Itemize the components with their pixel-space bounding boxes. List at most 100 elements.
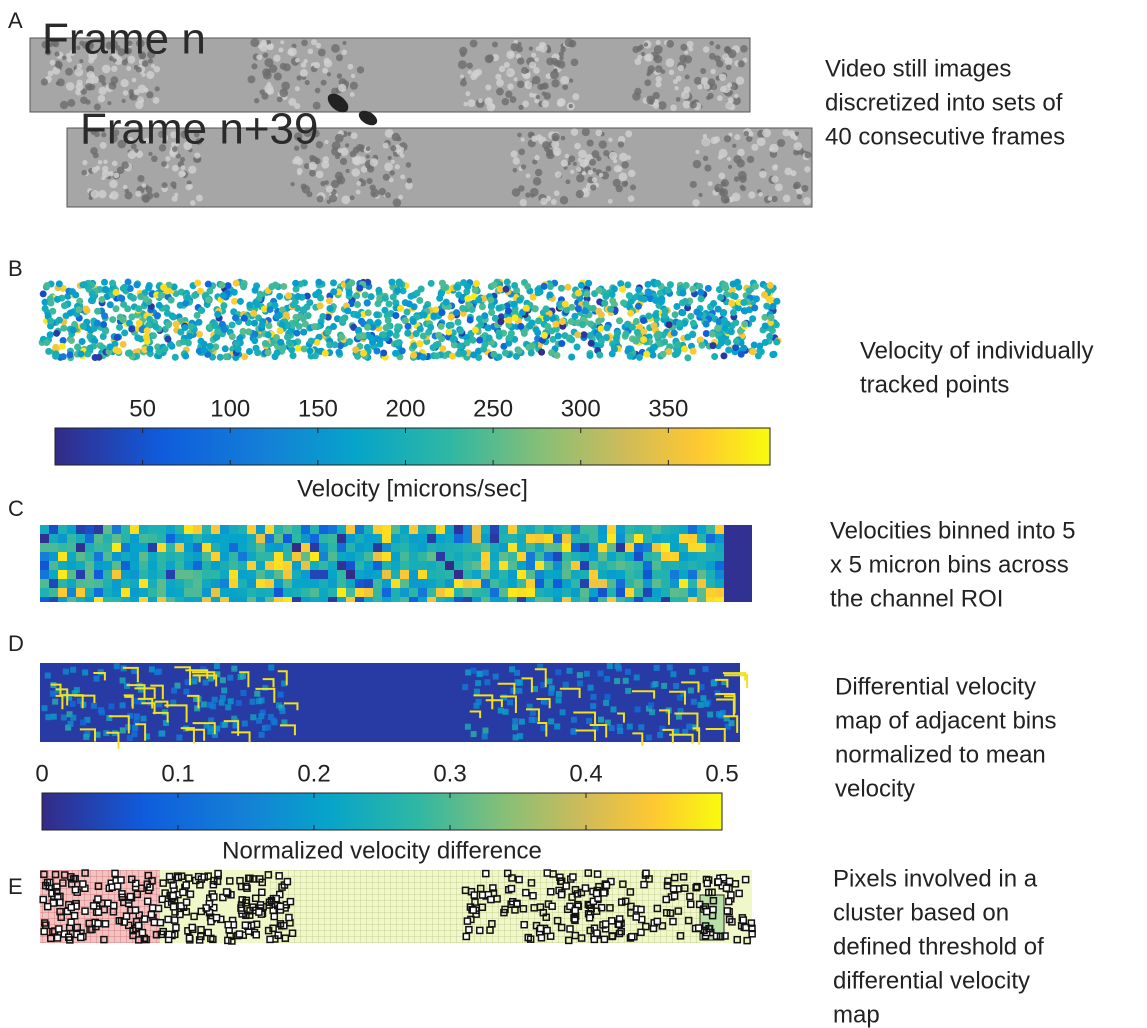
- diff-bin: [114, 663, 120, 669]
- cell: [485, 55, 494, 64]
- bin: [58, 552, 67, 561]
- cell: [196, 195, 203, 202]
- tracked-point: [80, 323, 87, 330]
- tracked-point: [94, 320, 101, 327]
- bin: [733, 570, 742, 579]
- cell: [295, 58, 300, 63]
- cluster-pixel: [609, 918, 615, 924]
- bin: [94, 597, 103, 602]
- tracked-point: [388, 279, 395, 286]
- bin: [166, 525, 175, 534]
- bin: [76, 570, 85, 579]
- tracked-point: [676, 320, 683, 327]
- cell: [146, 71, 154, 79]
- cell: [82, 160, 87, 165]
- tracked-point: [430, 312, 437, 319]
- tracked-point: [331, 341, 338, 348]
- bin: [391, 570, 400, 579]
- cluster-pixel: [211, 894, 217, 900]
- tracked-point: [67, 351, 74, 358]
- bin: [211, 561, 220, 570]
- bin: [328, 543, 337, 552]
- cell: [504, 62, 510, 68]
- bin: [256, 525, 265, 534]
- cell: [129, 89, 134, 94]
- diff-bin: [240, 690, 246, 696]
- cell: [736, 77, 744, 85]
- bin: [445, 579, 454, 588]
- bin: [481, 543, 490, 552]
- tracked-point: [459, 305, 466, 312]
- bin: [625, 579, 634, 588]
- cluster-pixel: [112, 870, 118, 876]
- bin: [157, 525, 166, 534]
- bin: [445, 525, 454, 534]
- tracked-point: [516, 297, 523, 304]
- bin: [76, 561, 85, 570]
- cell: [308, 49, 314, 55]
- cell: [561, 136, 566, 141]
- bin: [157, 597, 166, 602]
- cell: [470, 40, 478, 48]
- tracked-point: [698, 295, 705, 302]
- bin: [193, 552, 202, 561]
- bin: [85, 525, 94, 534]
- bin: [301, 588, 310, 597]
- cell: [708, 181, 713, 186]
- bin: [112, 552, 121, 561]
- bin: [121, 597, 130, 602]
- bin: [418, 543, 427, 552]
- diff-bin: [634, 674, 640, 680]
- cell: [793, 136, 798, 141]
- bin: [409, 579, 418, 588]
- bin: [508, 597, 517, 602]
- cluster-pixel: [523, 890, 529, 896]
- cell: [715, 187, 720, 192]
- bin: [733, 561, 742, 570]
- bin: [175, 570, 184, 579]
- bin: [355, 552, 364, 561]
- tracked-point: [470, 337, 477, 344]
- cluster-pixel: [563, 883, 569, 889]
- tracked-point: [338, 333, 345, 340]
- bin: [544, 534, 553, 543]
- bin: [472, 525, 481, 534]
- bin: [490, 552, 499, 561]
- bin: [409, 597, 418, 602]
- tracked-point: [267, 306, 274, 313]
- bin: [472, 570, 481, 579]
- bin: [400, 552, 409, 561]
- bin: [139, 561, 148, 570]
- cell: [529, 61, 536, 68]
- colorbar: [55, 428, 770, 465]
- tracked-point: [558, 285, 565, 292]
- cell: [313, 62, 320, 69]
- bin: [274, 588, 283, 597]
- bin: [454, 534, 463, 543]
- tracked-point: [354, 312, 361, 319]
- cell: [137, 175, 144, 182]
- tracked-point: [448, 314, 455, 321]
- bin: [220, 561, 229, 570]
- bin: [382, 552, 391, 561]
- bin: [643, 561, 652, 570]
- panel-description: map of adjacent bins: [835, 707, 1056, 734]
- bin: [670, 570, 679, 579]
- diff-bin: [517, 733, 523, 739]
- cell: [621, 161, 628, 168]
- tracked-point: [740, 299, 747, 306]
- cell: [706, 95, 711, 100]
- tracked-point: [265, 349, 272, 356]
- bin: [508, 534, 517, 543]
- bin: [328, 561, 337, 570]
- bin: [283, 534, 292, 543]
- diff-bin: [563, 682, 569, 688]
- tracked-point: [651, 344, 658, 351]
- bin: [292, 579, 301, 588]
- bin: [301, 552, 310, 561]
- diff-bin: [627, 724, 633, 730]
- tracked-point: [710, 342, 717, 349]
- tracked-point: [622, 330, 629, 337]
- bin: [58, 534, 67, 543]
- cluster-pixel: [591, 936, 597, 942]
